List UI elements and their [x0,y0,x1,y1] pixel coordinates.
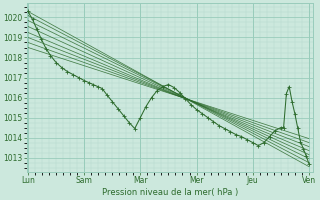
X-axis label: Pression niveau de la mer( hPa ): Pression niveau de la mer( hPa ) [102,188,238,197]
